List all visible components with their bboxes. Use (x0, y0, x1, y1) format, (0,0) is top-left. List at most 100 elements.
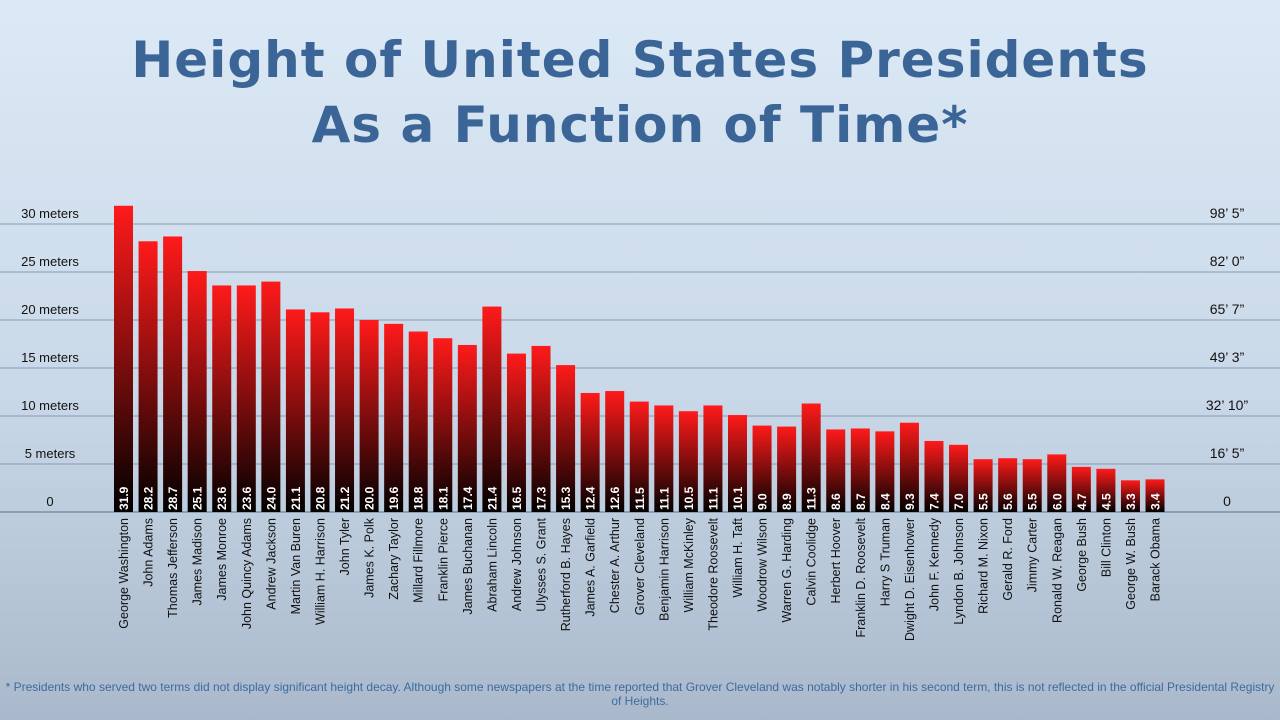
category-label: James Monroe (215, 518, 229, 601)
bar-value-label: 3.3 (1124, 493, 1138, 510)
bar-value-label: 4.5 (1099, 493, 1113, 510)
category-label: George Bush (1075, 518, 1089, 592)
bar-value-label: 10.5 (682, 486, 696, 510)
bar-value-label: 15.3 (559, 486, 573, 510)
bar-value-label: 9.0 (756, 493, 770, 510)
category-label: Andrew Johnson (510, 518, 524, 611)
bar (1022, 459, 1042, 512)
bar-value-label: 23.6 (215, 486, 229, 510)
bar (384, 323, 404, 512)
bar-value-label: 7.4 (927, 493, 941, 510)
bar-value-label: 25.1 (191, 486, 205, 510)
y-tick-left: 10 meters (21, 398, 79, 413)
bar (359, 320, 379, 512)
chart-title-line2: As a Function of Time* (311, 96, 969, 154)
bar (556, 365, 576, 512)
bar (678, 411, 698, 512)
bar (285, 309, 305, 512)
bar (826, 429, 846, 512)
bar-value-label: 11.1 (706, 487, 720, 510)
y-tick-right: 32’ 10” (1206, 397, 1249, 413)
category-label: Rutherford B. Hayes (559, 518, 573, 631)
bar (457, 344, 477, 512)
bar-value-label: 21.4 (485, 486, 499, 510)
category-label: John Adams (142, 518, 156, 587)
bar (728, 415, 747, 512)
bar (752, 425, 772, 512)
bar-value-label: 5.6 (1001, 493, 1015, 510)
bar (1145, 479, 1165, 512)
category-label: Chester A. Arthur (608, 518, 622, 613)
bar (777, 426, 797, 512)
bar-value-label: 31.9 (117, 486, 131, 510)
bar-value-label: 8.9 (780, 493, 794, 510)
bar-value-label: 4.7 (1075, 493, 1089, 510)
category-label: Woodrow Wilson (756, 518, 770, 612)
bar (236, 285, 256, 512)
bar (212, 285, 232, 512)
category-label: Benjamin Harrison (657, 518, 671, 621)
bar (310, 312, 330, 512)
bar-value-label: 5.5 (1026, 493, 1040, 510)
bar (433, 338, 453, 512)
category-label: Zachary Taylor (387, 518, 401, 600)
bar-value-label: 23.6 (240, 486, 254, 510)
category-label: James K. Polk (363, 517, 377, 598)
bar (899, 422, 919, 512)
y-tick-right: 0 (1223, 493, 1231, 509)
bar (629, 401, 649, 512)
y-tick-left: 0 (46, 494, 53, 509)
category-label: William H. Taft (731, 517, 745, 597)
category-label: Grover Cleveland (633, 518, 647, 615)
footnote: * Presidents who served two terms did no… (5, 680, 1275, 708)
bar-value-label: 6.0 (1050, 493, 1064, 510)
y-tick-right: 98’ 5” (1210, 205, 1245, 221)
bar (605, 391, 625, 512)
category-label: John Quincy Adams (240, 518, 254, 629)
category-label: Calvin Coolidge (805, 518, 819, 606)
y-tick-right: 82’ 0” (1210, 253, 1245, 269)
bar-value-label: 16.5 (510, 486, 524, 510)
bar-value-label: 9.3 (903, 493, 917, 510)
bar (998, 458, 1018, 512)
category-label: Martin Van Buren (289, 518, 303, 614)
bar-value-label: 11.3 (805, 487, 819, 510)
category-label: Dwight D. Eisenhower (903, 518, 917, 641)
bar (973, 459, 993, 512)
category-label: William H. Harrison (313, 518, 327, 625)
bar (335, 308, 355, 512)
category-label: Franklin D. Roosevelt (854, 517, 868, 637)
category-label: Andrew Jackson (264, 518, 278, 610)
bar-value-label: 17.3 (535, 486, 549, 510)
category-label: James Madison (191, 518, 205, 606)
bar-value-label: 7.0 (952, 493, 966, 510)
y-tick-right: 49’ 3” (1210, 349, 1245, 365)
bar-value-label: 21.1 (289, 486, 303, 510)
bar (531, 345, 551, 512)
category-label: Jimmy Carter (1026, 518, 1040, 592)
bar (801, 403, 821, 512)
bar (875, 431, 895, 512)
category-label: Warren G. Harding (780, 518, 794, 622)
category-label: John Tyler (338, 518, 352, 575)
y-tick-right: 65’ 7” (1210, 301, 1245, 317)
y-tick-left: 25 meters (21, 254, 79, 269)
bar-value-label: 18.1 (436, 486, 450, 510)
bar (850, 428, 870, 512)
bar-value-label: 24.0 (264, 486, 278, 510)
bar (506, 353, 526, 512)
bar (138, 241, 158, 512)
category-labels: George Washington John Adams Thomas Jeffer… (117, 517, 1163, 641)
bar-value-label: 8.4 (878, 493, 892, 510)
bar-value-label: 20.8 (313, 486, 327, 510)
y-tick-left: 5 meters (25, 446, 76, 461)
bar-value-label: 18.8 (412, 486, 426, 510)
bar-value-label: 20.0 (363, 486, 377, 510)
chart-title-line1: Height of United States Presidents (131, 31, 1149, 89)
bar (1071, 466, 1091, 512)
y-tick-left: 15 meters (21, 350, 79, 365)
category-label: Herbert Hoover (829, 518, 843, 603)
category-label: Millard Fillmore (412, 518, 426, 603)
category-label: Harry S Truman (878, 518, 892, 606)
category-label: Richard M. Nixon (977, 518, 991, 614)
